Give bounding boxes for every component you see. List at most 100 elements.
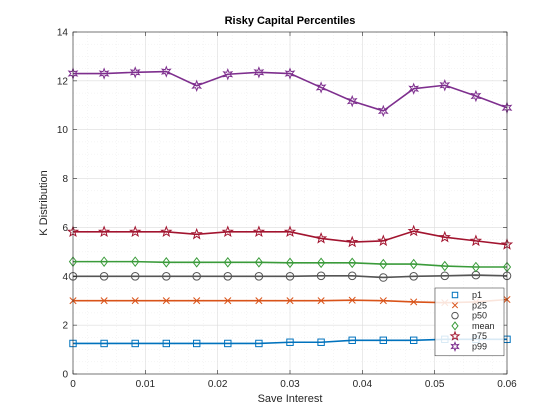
- data-point-p1: [379, 336, 388, 344]
- data-point-p75: [190, 227, 203, 240]
- x-tick-label: 0.01: [136, 379, 156, 390]
- series-line-p1: [73, 338, 507, 345]
- data-point-mean: [223, 257, 232, 268]
- data-point-mean: [162, 257, 171, 268]
- legend-marker-mean: [451, 321, 459, 331]
- legend-label-p75: p75: [472, 331, 487, 341]
- data-point-p1: [255, 339, 263, 348]
- data-point-p1: [100, 339, 108, 348]
- data-point-p50: [440, 271, 450, 281]
- x-tick-label: 0.04: [353, 379, 373, 390]
- data-point-p1: [317, 338, 325, 346]
- data-point-p1: [409, 336, 418, 344]
- y-tick-label: 0: [62, 370, 68, 381]
- data-point-p1: [286, 338, 294, 346]
- data-point-p75: [469, 234, 483, 247]
- data-point-p50: [347, 271, 357, 281]
- data-point-p99: [253, 66, 265, 79]
- legend-label-p50: p50: [472, 311, 487, 321]
- series-layer: [66, 65, 514, 348]
- data-point-mean: [285, 257, 295, 269]
- data-point-p25: [348, 296, 356, 304]
- data-point-p25-stroke: [131, 297, 139, 305]
- data-point-mean: [316, 257, 326, 269]
- data-point-p25: [224, 297, 232, 305]
- chart-title: Risky Capital Percentiles: [225, 15, 356, 27]
- data-point-p99: [377, 104, 389, 118]
- data-point-mean: [440, 260, 449, 272]
- series-line-p75: [73, 230, 508, 246]
- data-point-p1: [162, 339, 171, 348]
- y-tick-label: 10: [57, 125, 69, 136]
- data-point-p99: [284, 67, 296, 80]
- data-point-p50: [162, 271, 171, 281]
- legend-label-p99: p99: [472, 342, 487, 352]
- data-point-p25-stroke: [100, 297, 108, 305]
- x-tick-label: 0.02: [208, 379, 228, 390]
- data-point-mean: [254, 257, 264, 268]
- data-point-p75: [438, 230, 451, 243]
- axis-ticks: 0 0.01 0.02 0.03 0.04 0.05 0.06 0 2 4 6 8 10 12 14: [57, 28, 517, 391]
- data-point-p25: [379, 297, 387, 305]
- data-point-mean: [99, 256, 109, 267]
- data-point-p99: [315, 81, 327, 94]
- data-point-p25-stroke: [193, 297, 201, 305]
- legend-marker-p25-stroke: [451, 302, 459, 309]
- data-point-p25-stroke: [317, 297, 325, 305]
- data-point-p99: [408, 82, 420, 95]
- data-point-p99: [191, 79, 203, 92]
- y-tick-label: 8: [62, 174, 68, 185]
- data-point-p25: [193, 297, 201, 305]
- data-point-p50: [130, 271, 140, 281]
- legend-marker-p50: [451, 311, 459, 320]
- data-point-p50: [409, 271, 418, 281]
- data-point-p25: [255, 297, 263, 305]
- data-point-mean: [471, 261, 481, 273]
- legend-label-p1: p1: [472, 290, 482, 300]
- data-point-p75: [346, 235, 359, 248]
- data-point-p25: [410, 298, 418, 306]
- data-point-p75: [377, 234, 390, 247]
- data-point-p75: [160, 225, 173, 238]
- data-point-p99: [222, 68, 234, 81]
- data-point-p99: [439, 79, 451, 92]
- legend-marker-p25: [451, 302, 459, 309]
- legend-label-mean: mean: [472, 321, 495, 331]
- data-point-p50: [379, 273, 388, 282]
- data-point-p1: [131, 339, 139, 348]
- data-point-p50: [285, 271, 295, 281]
- data-point-p50: [254, 271, 264, 281]
- data-point-p25-stroke: [410, 298, 418, 306]
- data-point-p25: [286, 297, 294, 305]
- x-tick-label: 0.06: [497, 379, 517, 390]
- y-axis-label: K Distribution: [38, 170, 50, 235]
- x-tick-label: 0.03: [280, 379, 300, 390]
- data-point-p25: [162, 297, 170, 305]
- data-point-mean: [131, 256, 140, 267]
- data-point-p1: [192, 339, 201, 348]
- data-point-p50: [192, 271, 201, 281]
- series-line-mean: [73, 260, 507, 268]
- series-line-p99: [73, 70, 508, 112]
- data-point-p75: [221, 225, 234, 238]
- data-point-p75: [407, 224, 420, 237]
- legend-marker-p1: [451, 291, 459, 299]
- data-point-p50: [316, 271, 326, 281]
- y-tick-label: 14: [57, 28, 69, 39]
- series-p99: [67, 65, 513, 118]
- x-axis-label: Save Interest: [258, 393, 323, 405]
- data-point-p99: [160, 65, 172, 78]
- data-point-p25-stroke: [162, 297, 170, 305]
- data-point-p75: [97, 225, 111, 238]
- y-tick-label: 2: [62, 321, 68, 332]
- data-point-p99: [129, 66, 141, 79]
- data-point-mean: [348, 257, 357, 269]
- data-point-p25-stroke: [255, 297, 263, 305]
- x-tick-label: 0: [70, 379, 76, 390]
- y-tick-label: 4: [62, 272, 68, 283]
- data-point-p50: [99, 271, 109, 281]
- data-point-p25-stroke: [224, 297, 232, 305]
- data-point-p99: [346, 94, 358, 108]
